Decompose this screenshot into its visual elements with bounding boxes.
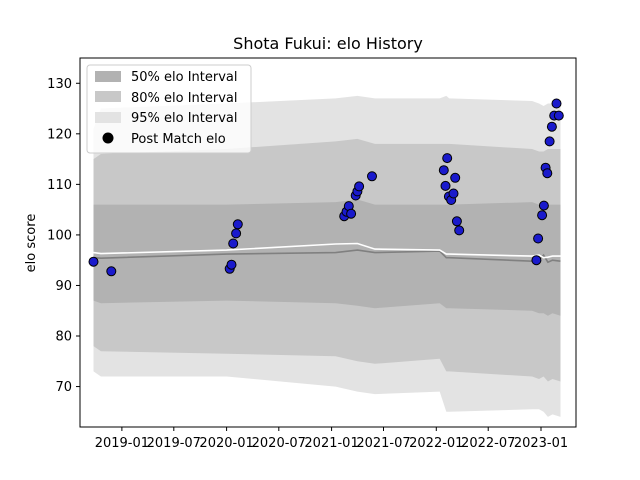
x-tick-label: 2019-01 xyxy=(95,436,149,451)
post-match-point xyxy=(451,216,462,227)
post-match-point xyxy=(438,165,449,176)
y-tick-label: 130 xyxy=(47,77,72,92)
x-tick-label: 2022-07 xyxy=(461,436,515,451)
band-50 xyxy=(93,199,561,316)
post-match-point xyxy=(542,168,553,179)
y-tick-label: 120 xyxy=(47,127,72,142)
post-match-point xyxy=(537,210,548,221)
post-match-point xyxy=(228,238,239,249)
y-tick-label: 70 xyxy=(55,380,72,395)
post-match-point xyxy=(440,180,451,191)
legend-marker-post-match xyxy=(102,132,114,144)
x-tick-label: 2023-01 xyxy=(514,436,568,451)
y-tick-label: 80 xyxy=(55,330,72,345)
y-tick-label: 100 xyxy=(47,228,72,243)
y-axis-label: elo score xyxy=(24,214,39,273)
x-tick-label: 2020-01 xyxy=(199,436,253,451)
post-match-point xyxy=(454,225,465,236)
legend-swatch-95 xyxy=(95,112,121,123)
legend: 50% elo Interval 80% elo Interval 95% el… xyxy=(86,64,252,154)
post-match-point xyxy=(448,188,459,199)
x-tick-label: 2022-01 xyxy=(409,436,463,451)
post-match-point xyxy=(544,136,555,147)
post-match-point xyxy=(538,200,549,211)
post-match-point xyxy=(450,172,461,183)
post-match-point xyxy=(546,121,557,132)
post-match-point xyxy=(232,219,243,230)
legend-label-50: 50% elo Interval xyxy=(131,70,238,85)
x-tick-label: 2020-07 xyxy=(252,436,306,451)
post-match-point xyxy=(346,208,357,219)
post-match-point xyxy=(367,171,377,182)
post-match-point xyxy=(231,228,242,239)
legend-frame xyxy=(86,64,252,154)
post-match-point xyxy=(354,181,365,192)
post-match-point xyxy=(88,256,99,267)
y-tick-label: 90 xyxy=(55,279,72,294)
chart-title: Shota Fukui: elo History xyxy=(233,34,423,53)
x-tick-label: 2021-07 xyxy=(356,436,410,451)
plot-frame xyxy=(79,57,577,428)
post-match-point xyxy=(533,233,544,244)
mean-line xyxy=(93,242,561,259)
legend-label-95: 95% elo Interval xyxy=(131,111,238,126)
median-line xyxy=(93,249,561,264)
y-tick-label: 110 xyxy=(47,178,72,193)
post-match-point xyxy=(551,98,562,109)
post-match-point xyxy=(226,259,237,270)
post-match-point xyxy=(442,153,453,164)
legend-swatch-80 xyxy=(95,91,121,102)
post-match-point xyxy=(106,266,117,277)
legend-label-80: 80% elo Interval xyxy=(131,91,238,106)
x-tick-label: 2021-01 xyxy=(304,436,358,451)
post-match-point xyxy=(531,255,542,266)
legend-swatch-50 xyxy=(95,71,121,82)
legend-label-post-match: Post Match elo xyxy=(131,132,226,147)
post-match-point xyxy=(553,110,564,121)
plot-area xyxy=(88,95,564,417)
axes: 7080901001101201302019-012019-072020-012… xyxy=(47,57,577,451)
plot-content xyxy=(88,95,564,417)
x-tick-label: 2019-07 xyxy=(147,436,201,451)
